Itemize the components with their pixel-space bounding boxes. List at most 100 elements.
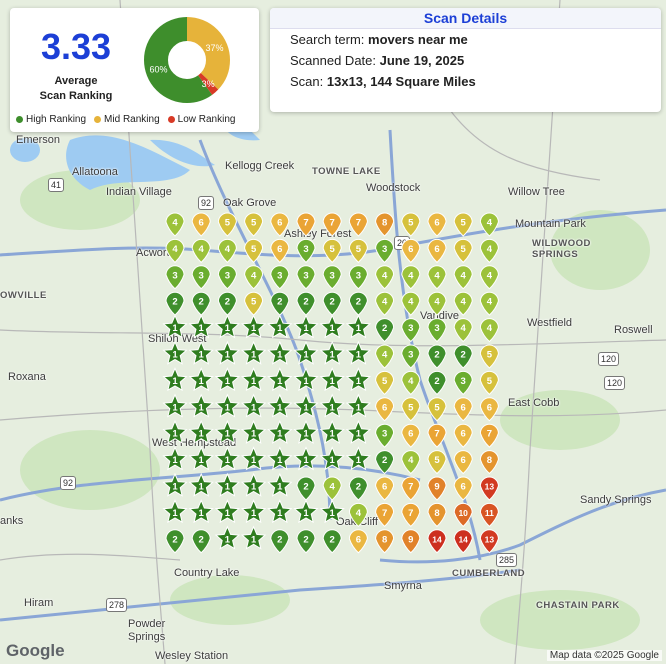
rank-pin-label: 3 (225, 270, 230, 281)
rank-pin-label: 1 (277, 323, 283, 334)
rank-pin (453, 370, 473, 396)
rank-pin-label: 3 (382, 429, 387, 440)
rank-star-pin (319, 446, 345, 471)
rank-pin-label: 1 (199, 376, 205, 387)
rank-pin-label: 2 (461, 350, 466, 361)
highway-shield: 92 (60, 476, 77, 490)
rank-pin-label: 1 (303, 402, 309, 413)
rank-pin-label: 1 (356, 429, 362, 440)
rank-pin (296, 529, 316, 554)
rank-pin-label: 1 (303, 429, 309, 440)
rank-pin-label: 1 (251, 455, 257, 466)
rank-star-pin (240, 419, 267, 444)
rank-pin-label: 4 (461, 270, 467, 281)
rank-pin (401, 423, 421, 448)
place-label: Shiloh West (148, 333, 207, 345)
rank-pin-label: 9 (434, 482, 439, 493)
rank-pin (348, 529, 368, 554)
rank-pin (453, 423, 473, 448)
highway-shield: 92 (198, 196, 215, 210)
rank-pin-label: 2 (225, 297, 230, 308)
rank-pin (322, 529, 342, 554)
rank-pin-label: 5 (330, 244, 336, 255)
rank-pin-label: 2 (434, 376, 439, 387)
rank-pin (348, 265, 368, 290)
rank-star-pin (267, 446, 293, 471)
rank-pin-label: 4 (434, 297, 440, 308)
rank-pin-label: 4 (225, 244, 231, 255)
rank-star-pin (240, 446, 267, 471)
rank-pin (244, 265, 264, 290)
rank-pin-label: 8 (434, 508, 439, 519)
rank-pin (296, 476, 316, 501)
rank-star-pin (214, 393, 241, 418)
rank-pin (165, 291, 185, 316)
rank-star-pin (188, 446, 214, 471)
rank-pin (479, 344, 499, 369)
rank-pin-label: 4 (408, 270, 414, 281)
rank-pin (401, 318, 421, 343)
map-attribution[interactable]: Map data ©2025 Google (546, 650, 662, 661)
rank-pin (401, 450, 421, 475)
rank-pin (401, 291, 421, 316)
place-label: anks (0, 515, 24, 527)
rank-pin (165, 238, 185, 264)
rank-pin-label: 4 (434, 270, 440, 281)
rank-pin (191, 265, 211, 290)
highway-shield: 278 (106, 598, 128, 612)
rank-pin-label: 1 (172, 376, 178, 387)
rank-pin-label: 4 (172, 218, 178, 229)
rank-star-pin (319, 367, 345, 392)
rank-pin-label: 13 (485, 534, 495, 544)
rank-pin-label: 6 (461, 455, 466, 466)
rank-star-pin (162, 367, 188, 392)
rank-pin-label: 4 (382, 350, 388, 361)
rank-star-pin (319, 393, 345, 418)
rank-pin (427, 291, 447, 316)
donut-slice-label: 60% (149, 64, 167, 74)
rank-pin-label: 2 (199, 534, 204, 545)
rank-pin-label: 1 (330, 429, 336, 440)
rank-pin-label: 1 (251, 402, 257, 413)
rank-pin (479, 265, 499, 290)
scan-size-value: 13x13, 144 Square Miles (326, 74, 476, 89)
rank-pin (270, 212, 290, 237)
rank-pin-label: 2 (277, 534, 282, 545)
rank-pin-label: 1 (225, 482, 231, 493)
scan-date-value: June 19, 2025 (379, 53, 465, 68)
rank-star-pin (240, 393, 267, 418)
rank-pin-label: 4 (408, 297, 414, 308)
place-label: Allatoona (72, 166, 118, 178)
legend-low: Low Ranking (167, 114, 235, 125)
rank-pin-label: 1 (199, 482, 205, 493)
rank-pin-label: 2 (303, 534, 308, 545)
rank-pin-label: 6 (461, 402, 466, 413)
rank-pin-label: 7 (434, 429, 439, 440)
rank-star-pin (162, 340, 188, 365)
rank-pin-label: 2 (382, 455, 387, 466)
rank-pin (427, 476, 447, 501)
place-label: WILDWOOD SPRINGS (532, 238, 591, 260)
rank-pin (479, 318, 499, 343)
rank-pin-label: 3 (172, 270, 177, 281)
rank-pin (191, 238, 211, 264)
rank-pin-label: 7 (303, 218, 308, 229)
rank-pin (479, 502, 499, 528)
rank-pin-label: 6 (277, 244, 282, 255)
rank-pin-label: 6 (199, 218, 204, 229)
rank-pin (453, 529, 473, 554)
search-term-value: movers near me (368, 32, 468, 47)
rank-pin-label: 5 (251, 244, 257, 255)
rank-star-pin (188, 393, 214, 418)
rank-star-pin (214, 446, 241, 471)
rank-pin-label: 5 (251, 218, 257, 229)
place-label: Vandive (420, 310, 459, 322)
highway-shield: 120 (598, 352, 620, 366)
rank-star-pin (240, 472, 267, 497)
scan-details-card: Scan Details Search term: movers near me… (270, 8, 661, 112)
rank-pin (453, 502, 473, 528)
rank-pin-label: 1 (277, 429, 283, 440)
rank-pin-label: 4 (330, 482, 336, 493)
rank-star-pin (267, 499, 293, 524)
